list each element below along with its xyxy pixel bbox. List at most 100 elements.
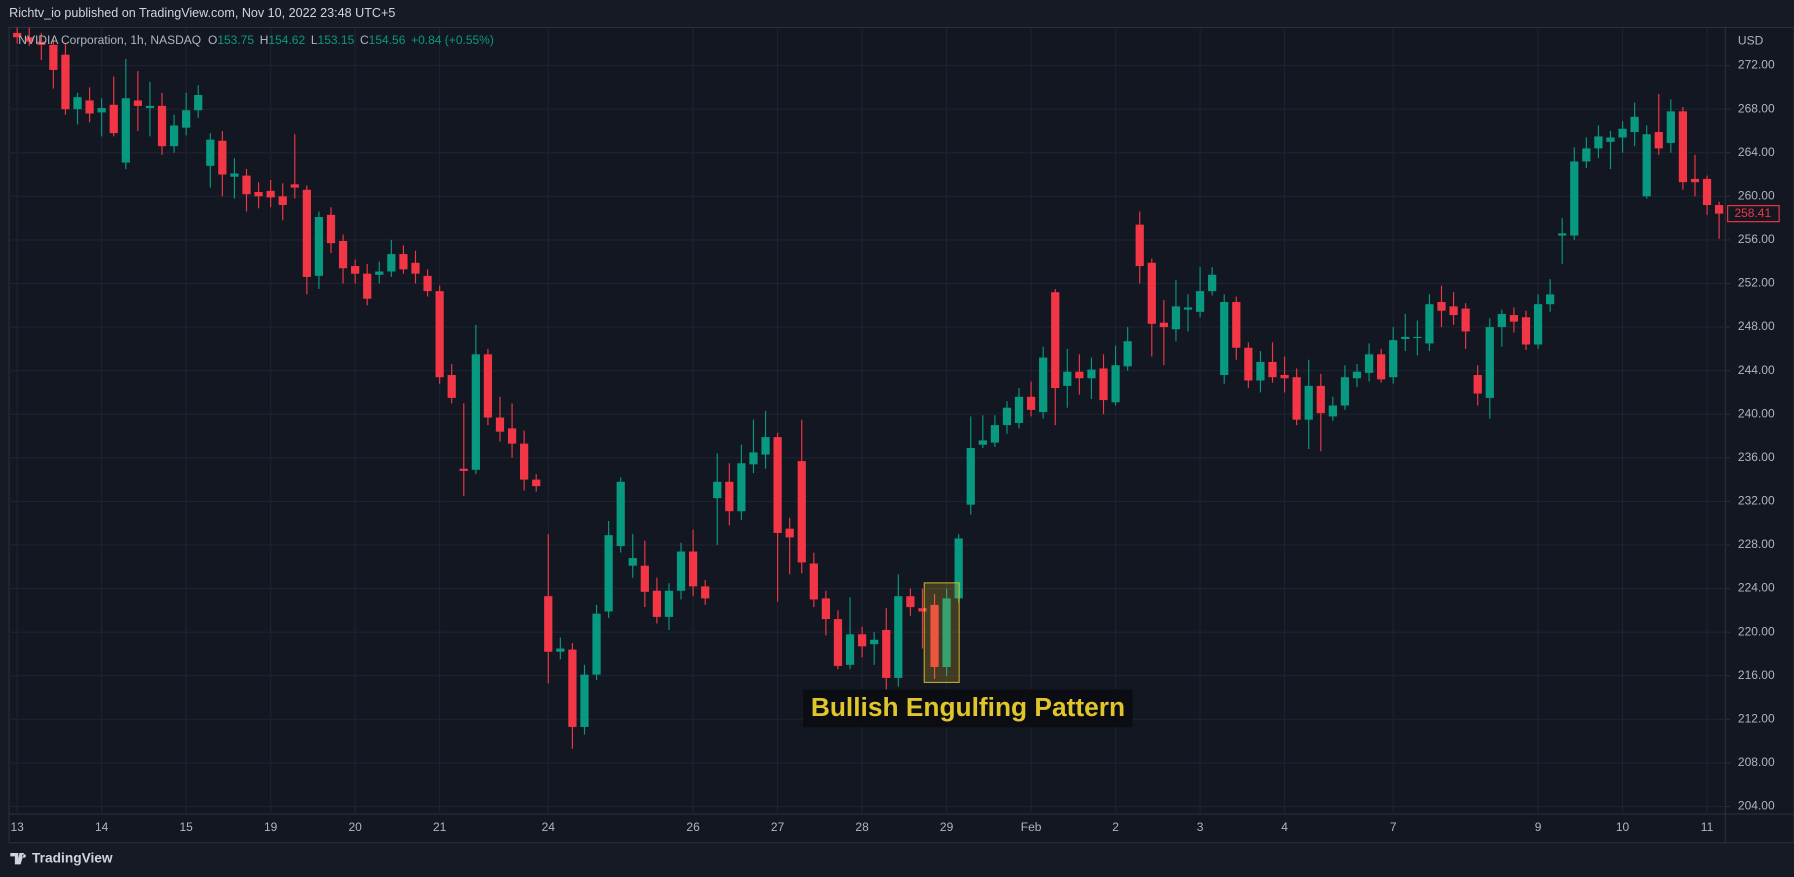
legend-c: C	[360, 33, 369, 47]
x-tick-label: 4	[1281, 820, 1288, 834]
candle-body	[507, 428, 517, 444]
candle-body	[85, 100, 94, 114]
candle-body	[954, 538, 963, 599]
overlay: 258.41 Bullish Engulfing Pattern	[803, 205, 1780, 728]
candle-body	[278, 196, 287, 206]
candle-body	[1063, 371, 1072, 386]
candle-body	[1002, 407, 1012, 426]
candle-body	[495, 417, 505, 432]
candle-body	[1352, 371, 1362, 379]
candle-body	[737, 463, 746, 512]
x-tick-label: 7	[1390, 820, 1397, 834]
candle-body	[1026, 396, 1036, 410]
candle-body	[459, 468, 468, 471]
candle-body	[592, 613, 601, 675]
candle-body	[1546, 294, 1555, 305]
y-tick-label: 244.00	[1738, 363, 1775, 377]
publisher-line: Richtv_io published on TradingView.com, …	[9, 6, 395, 20]
candle-body	[97, 108, 106, 113]
x-tick-label: 21	[433, 820, 447, 834]
x-tick-label: 10	[1616, 820, 1630, 834]
candle-body	[785, 528, 794, 538]
candle-body	[1014, 396, 1024, 423]
candle-body	[1642, 134, 1651, 197]
y-tick-label: 208.00	[1738, 755, 1775, 769]
candle-body	[1449, 306, 1458, 316]
candle-body	[1401, 336, 1410, 340]
candle-body	[664, 590, 674, 617]
x-tick-label: 29	[940, 820, 954, 834]
candle-body	[37, 41, 46, 45]
candle-body	[1473, 375, 1482, 394]
x-tick-label: 28	[855, 820, 869, 834]
legend-l: L	[311, 33, 318, 47]
candle-body	[640, 565, 649, 592]
candle-body	[773, 437, 782, 534]
candle-body	[1051, 292, 1060, 389]
candle-body	[870, 639, 879, 645]
candle-body	[13, 32, 22, 38]
candle-body	[1485, 327, 1494, 398]
candle-body	[1195, 291, 1205, 312]
candle-body	[882, 629, 891, 678]
candle-body	[73, 97, 82, 110]
x-tick-label: 3	[1197, 820, 1204, 834]
candle-body	[966, 448, 975, 505]
candle-body	[580, 674, 589, 727]
candle-body	[1244, 347, 1253, 381]
candle-body	[61, 54, 70, 110]
candle-body	[1389, 340, 1398, 378]
candle-body	[302, 189, 311, 277]
y-tick-label: 204.00	[1738, 799, 1775, 813]
candle-body	[1183, 307, 1193, 310]
annotation-box	[803, 689, 1133, 728]
candle-body	[1208, 274, 1217, 292]
candle-body	[1582, 148, 1591, 162]
footer-logo: TradingView	[10, 850, 113, 865]
candle-body	[1570, 161, 1579, 236]
candle-body	[930, 604, 939, 668]
candle-body	[1533, 304, 1543, 345]
y-tick-label: 272.00	[1738, 58, 1775, 72]
candle-body	[218, 140, 227, 175]
legend: NVIDIA Corporation, 1h, NASDAQ O153.75 H15…	[18, 33, 494, 47]
x-tick-label: Feb	[1021, 820, 1042, 834]
x-tick-label: 26	[686, 820, 700, 834]
candle-body	[1678, 111, 1688, 183]
candle-body	[1087, 369, 1096, 379]
candle-body	[1618, 128, 1627, 138]
candle-body	[363, 273, 372, 299]
candle-body	[1147, 262, 1156, 324]
candle-body	[906, 596, 915, 608]
candle-body	[351, 266, 360, 274]
legend-h: H	[260, 33, 269, 47]
candle-body	[1425, 304, 1434, 344]
candle-body	[713, 481, 722, 499]
candle-body	[133, 100, 142, 106]
candle-body	[1558, 233, 1567, 236]
candle-body	[990, 425, 999, 443]
x-tick-label: 11	[1701, 820, 1714, 834]
y-tick-label: 228.00	[1738, 537, 1775, 551]
candle-body	[1714, 205, 1724, 214]
candle-body	[447, 375, 456, 398]
candle-body	[121, 98, 130, 163]
candle-body	[1413, 336, 1422, 339]
candle-body	[1268, 361, 1277, 378]
y-tick-label: 256.00	[1738, 232, 1775, 246]
candle-body	[568, 649, 577, 727]
candle-body	[1702, 178, 1712, 206]
last-price-label: 258.41	[1734, 206, 1771, 220]
candle-body	[1256, 361, 1265, 381]
y-tick-label: 240.00	[1738, 406, 1775, 420]
y-tick-label: 220.00	[1738, 624, 1775, 638]
candle-body	[556, 648, 565, 652]
candle-body	[109, 104, 118, 134]
grid: 204.00 208.00 212.00 216.00 220.00 224.00 228.…	[9, 27, 1775, 834]
candle-body	[918, 608, 927, 612]
y-tick-label: 212.00	[1738, 711, 1775, 725]
candle-body	[471, 354, 480, 470]
pattern-highlight	[923, 582, 960, 684]
candle-body	[25, 37, 34, 42]
